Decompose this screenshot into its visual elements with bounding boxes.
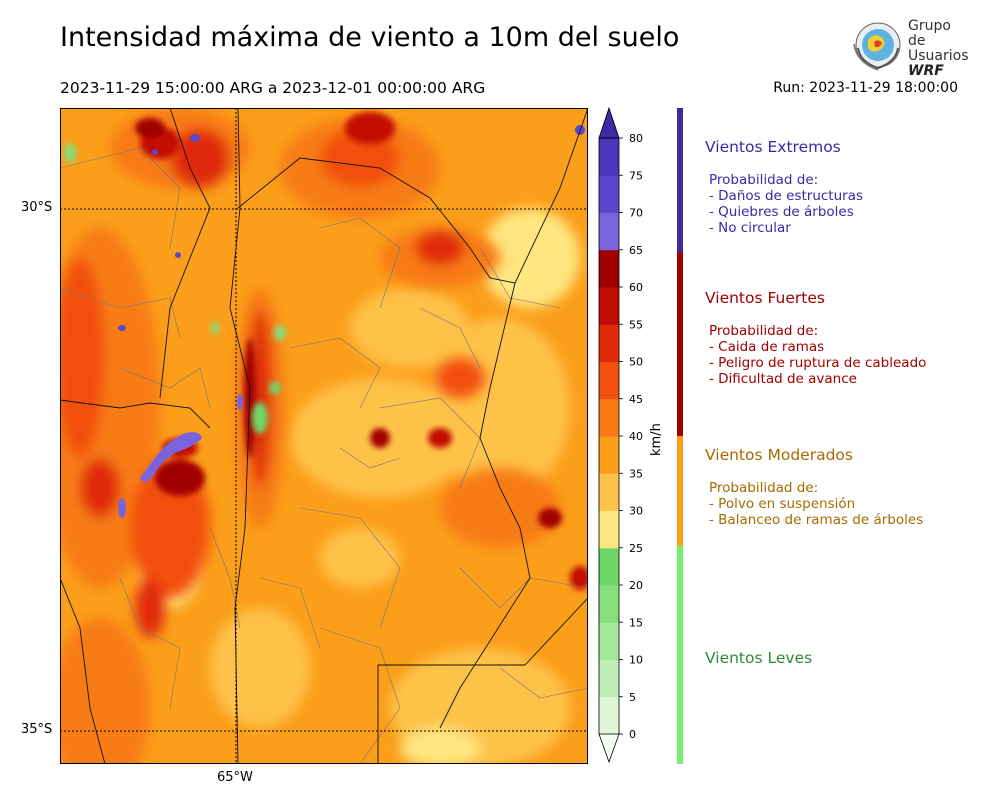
chart-title: Intensidad máxima de viento a 10m del su… [60,22,680,53]
moderate-line: - Polvo en suspensión [709,496,856,512]
strong-title: Vientos Fuertes [705,289,825,307]
extreme-line: - No circular [709,220,791,236]
colorbar-segment [599,585,619,623]
colorbar-extend-low [598,733,620,764]
colorbar-tick-label: 55 [629,318,643,331]
colorbar-segment [599,659,619,698]
colorbar-segment [599,398,619,437]
strong-line: - Dificultad de avance [709,371,857,387]
colorbar-segment [599,547,619,586]
colorbar-tick-label: 0 [629,728,636,741]
light-title: Vientos Leves [705,649,813,667]
colorbar-segment [599,510,619,549]
colorbar-tick-label: 65 [629,244,643,257]
province-boundaries [60,108,588,764]
colorbar-segment [599,622,619,660]
globe-icon [853,22,901,71]
colorbar-tick-label: 50 [629,356,643,369]
colorbar-segment [599,473,619,511]
extreme-line: - Daños de estructuras [709,188,864,204]
colorbar-tick-label: 40 [629,430,643,443]
colorbar-tick-label: 20 [629,579,643,592]
strong-line: - Peligro de ruptura de cableado [709,355,927,371]
strong-bar [677,252,683,436]
logo-line-3: WRF [908,63,944,79]
colorbar-segment [599,361,619,400]
department-boundaries [60,147,588,764]
colorbar-tick-label: 60 [629,281,643,294]
logo-line-2: Usuarios [908,48,969,64]
logo-line-1: Grupo de [908,18,951,49]
colorbar-tick-label: 75 [629,169,643,182]
moderate-bar [677,436,683,546]
extreme-line: Probabilidad de: [709,172,819,188]
colorbar-tick-label: 80 [629,132,643,145]
colorbar-segment [599,287,619,325]
colorbar-tick-label: 10 [629,654,643,667]
very-extreme-zones [118,125,585,518]
colorbar-tick-label: 70 [629,207,643,220]
extreme-title: Vientos Extremos [705,138,841,156]
light-zones [64,143,286,434]
extreme-bar [677,108,683,252]
wind-field-svg [60,108,588,764]
wind-map [60,108,588,764]
colorbar-segment [599,175,619,213]
lat-label-35s: 35°S [21,722,53,737]
colorbar-tick-label: 25 [629,542,643,555]
colorbar-segment [599,696,619,735]
colorbar-extend-high [598,106,620,139]
run-timestamp: Run: 2023-11-29 18:00:00 [773,80,958,96]
extreme-details: Probabilidad de: - Daños de estructuras … [709,172,863,236]
strong-line: - Caida de ramas [709,339,825,355]
colorbar-segment [599,436,619,474]
strong-line: Probabilidad de: [709,323,819,339]
extreme-line: - Quiebres de árboles [709,204,854,220]
moderate-details: Probabilidad de: - Polvo en suspensión -… [709,480,923,528]
moderate-title: Vientos Moderados [705,446,853,464]
colorbar-segment [599,212,619,251]
lat-label-30s: 30°S [21,200,53,215]
colorbar-tick-label: 15 [629,616,643,629]
colorbar-segment [599,138,619,176]
map-frame [60,108,588,764]
colorbar-unit: km/h [649,423,664,456]
colorbar-segment [599,249,619,288]
light-bar [677,546,683,764]
colorbar-tick-label: 35 [629,467,643,480]
colorbar-segment [599,324,619,362]
colorbar-tick-label: 45 [629,393,643,406]
colorbar-svg: 0 5 10 15 20 25 30 35 40 45 50 55 60 65 70 75 80 [598,106,643,764]
colorbar-tick-label: 5 [629,691,636,704]
lon-label-65w: 65°W [217,770,253,785]
colorbar-tick-label: 30 [629,505,643,518]
moderate-line: Probabilidad de: [709,480,819,496]
forecast-period: 2023-11-29 15:00:00 ARG a 2023-12-01 00:… [60,79,486,97]
moderate-line: - Balanceo de ramas de árboles [709,512,924,528]
strong-details: Probabilidad de: - Caida de ramas - Peli… [709,323,926,387]
colorbar: 0 5 10 15 20 25 30 35 40 45 50 55 60 65 70 75 80 [597,106,657,768]
grupo-wrf-logo: Grupo de Usuarios WRF [848,18,969,79]
